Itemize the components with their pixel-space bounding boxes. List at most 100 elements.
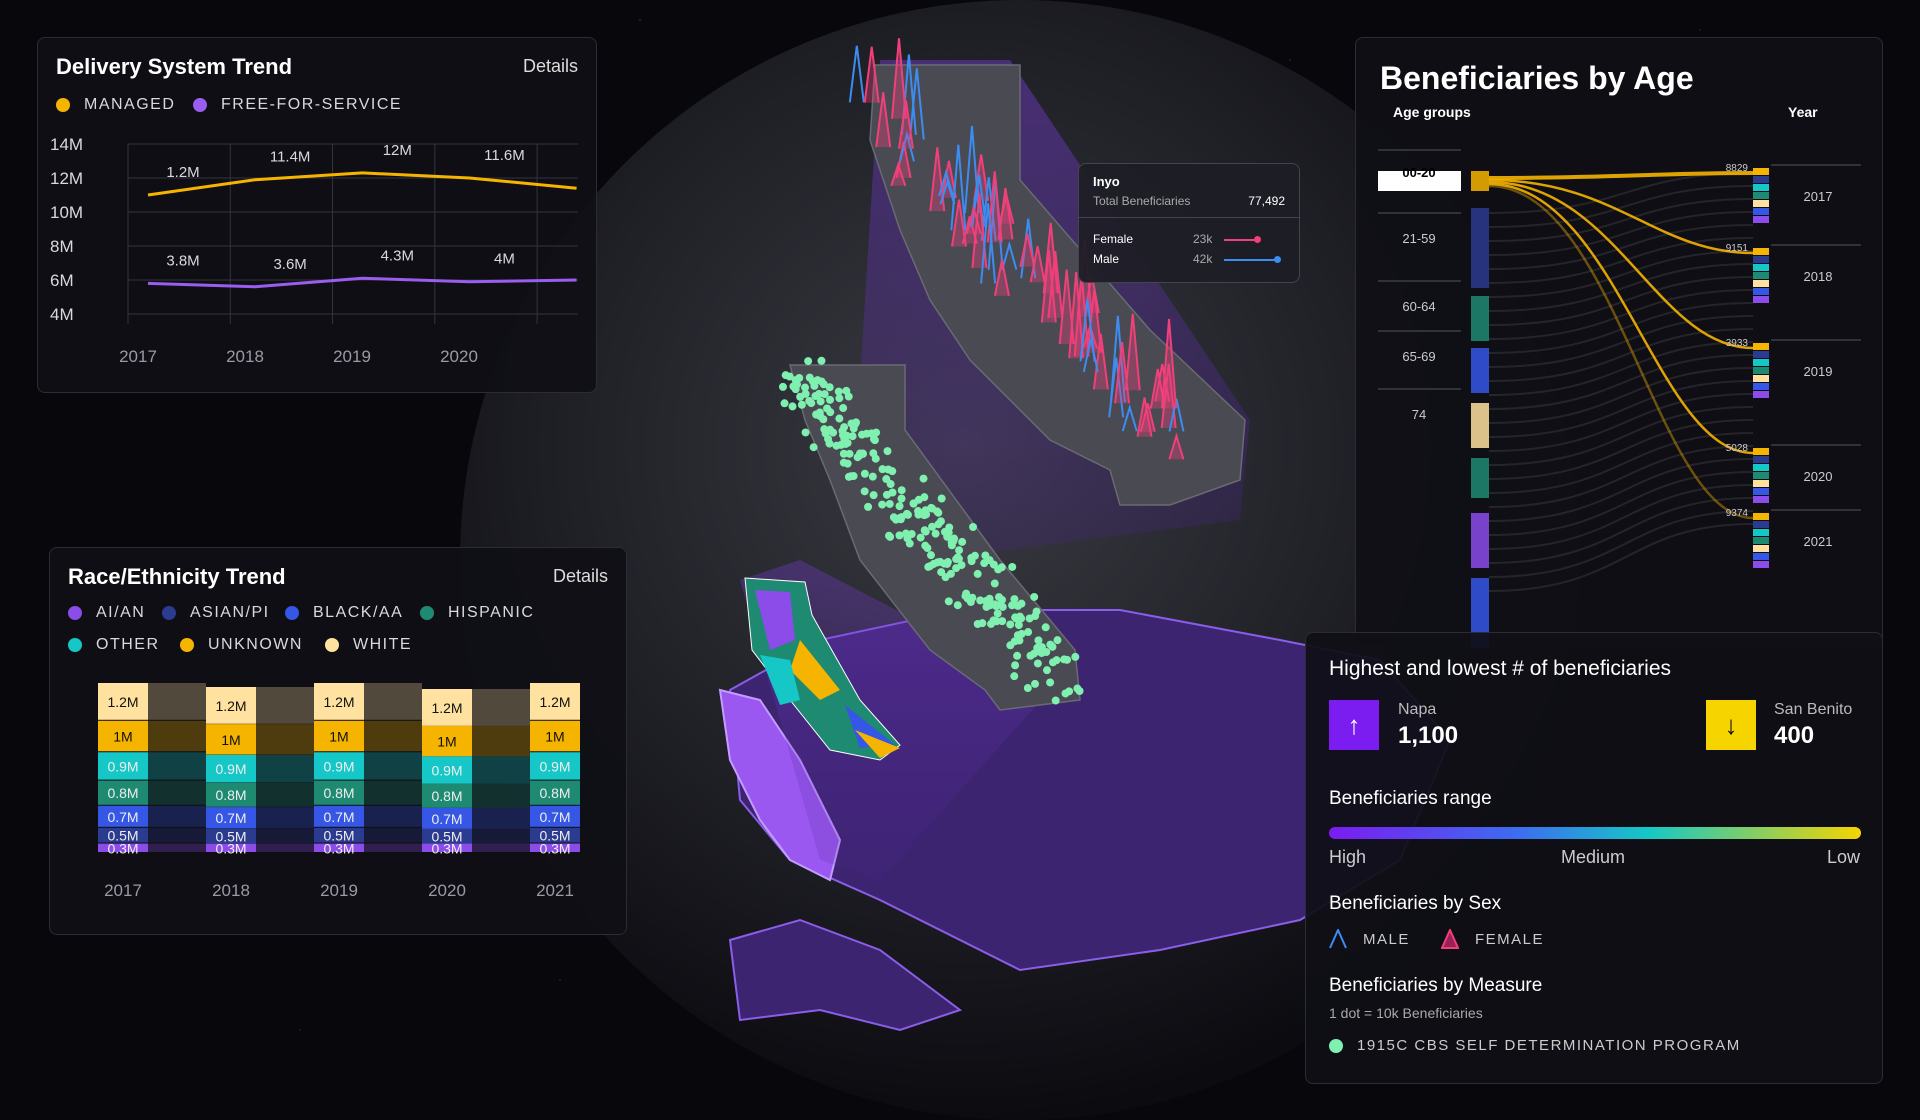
female-spike — [1092, 333, 1109, 390]
age-node[interactable] — [1471, 296, 1489, 341]
legend-blackaa[interactable]: BLACK/AA — [285, 604, 403, 622]
measure-dot — [814, 389, 823, 398]
bar-segment-other[interactable] — [530, 752, 580, 780]
age-node[interactable] — [1471, 208, 1489, 288]
age-node[interactable] — [1471, 348, 1489, 393]
bar-segment-blackaa[interactable] — [98, 805, 148, 827]
lowest-name: San Benito — [1774, 701, 1853, 718]
x-tick-label: 2017 — [119, 347, 157, 366]
measure-dot — [909, 499, 918, 508]
bar-segment-aian[interactable] — [206, 843, 256, 852]
legend-hispanic[interactable]: HISPANIC — [420, 604, 534, 622]
legend-asianpi[interactable]: ASIAN/PI — [162, 604, 270, 622]
measure-dot — [978, 619, 987, 628]
bar-segment-asianpi[interactable] — [530, 827, 580, 843]
legend-aian[interactable]: AI/AN — [68, 604, 145, 622]
legend-managed-label: MANAGED — [84, 96, 176, 113]
bar-segment-hispanic[interactable] — [422, 783, 472, 808]
flow-value-label: 3933 — [1726, 338, 1749, 349]
bar-segment-aian[interactable] — [314, 843, 364, 852]
measure-dot — [804, 357, 813, 366]
bar-segment-other[interactable] — [98, 752, 148, 780]
selected-group-box[interactable] — [1378, 171, 1461, 191]
range-label-medium: Medium — [1561, 847, 1626, 867]
highest-badge[interactable]: ↑ — [1329, 700, 1379, 750]
female-spike — [875, 92, 892, 148]
bar-segment-asianpi[interactable] — [206, 828, 256, 844]
bar-segment-other[interactable] — [314, 752, 364, 780]
bar-segment-aian[interactable] — [98, 843, 148, 852]
age-group-label[interactable]: 74 — [1412, 407, 1426, 422]
measure-dot — [841, 439, 850, 448]
bar-segment-blackaa[interactable] — [206, 807, 256, 829]
year-node-segment — [1753, 464, 1769, 471]
measure-dot — [1024, 628, 1033, 637]
legend-managed[interactable]: MANAGED — [56, 96, 175, 114]
bar-segment-unknown[interactable] — [206, 724, 256, 755]
legend-unknown[interactable]: UNKNOWN — [180, 636, 303, 654]
race-title: Race/Ethnicity Trend — [68, 564, 286, 589]
legend-measure[interactable]: 1915C CBS SELF DETERMINATION PROGRAM — [1329, 1037, 1741, 1054]
bar-segment-aian[interactable] — [422, 843, 472, 852]
measure-dot — [884, 531, 893, 540]
race-details-link[interactable]: Details — [552, 566, 608, 586]
bar-segment-other[interactable] — [422, 756, 472, 784]
bar-segment-label: 0.3M — [431, 840, 462, 856]
age-group-label[interactable]: 21-59 — [1402, 231, 1435, 246]
bar-segment-white[interactable] — [98, 683, 148, 720]
bar-segment-unknown[interactable] — [422, 725, 472, 757]
measure-dot — [857, 430, 866, 439]
bar-segment-label: 0.8M — [539, 785, 570, 801]
legend-male[interactable]: MALE — [1329, 929, 1410, 949]
delivery-details-link[interactable]: Details — [522, 56, 578, 76]
band-connector — [472, 689, 530, 726]
highlight-flow-link — [1488, 184, 1754, 520]
bar-segment-unknown[interactable] — [314, 720, 364, 752]
age-group-label[interactable]: 65-69 — [1402, 349, 1435, 364]
bar-segment-white[interactable] — [314, 683, 364, 720]
measure-dot — [1071, 652, 1080, 661]
legend-female[interactable]: FEMALE — [1441, 929, 1544, 949]
bar-segment-asianpi[interactable] — [422, 828, 472, 844]
male-spike — [1168, 398, 1185, 432]
bar-segment-hispanic[interactable] — [206, 782, 256, 807]
age-node[interactable] — [1471, 578, 1489, 648]
legend-asianpi-label: ASIAN/PI — [190, 604, 270, 621]
legend-free-for-service[interactable]: FREE-FOR-SERVICE — [193, 96, 402, 114]
legend-other[interactable]: OTHER — [68, 636, 160, 654]
bar-segment-hispanic[interactable] — [314, 780, 364, 805]
bar-segment-label: 0.5M — [107, 828, 138, 844]
bar-segment-aian[interactable] — [530, 843, 580, 852]
bar-segment-hispanic[interactable] — [98, 780, 148, 805]
age-node[interactable] — [1471, 403, 1489, 448]
measure-dot — [1075, 686, 1084, 695]
bar-segment-other[interactable] — [206, 754, 256, 783]
measure-dot — [849, 472, 858, 481]
lowest-badge[interactable]: ↓ — [1706, 700, 1756, 750]
age-group-label[interactable]: 60-64 — [1402, 299, 1435, 314]
bar-segment-white[interactable] — [206, 687, 256, 724]
measure-title: Beneficiaries by Measure — [1329, 975, 1543, 996]
bar-segment-blackaa[interactable] — [422, 807, 472, 829]
bar-segment-white[interactable] — [422, 689, 472, 726]
bar-segment-asianpi[interactable] — [314, 827, 364, 843]
bar-segment-blackaa[interactable] — [530, 805, 580, 827]
year-label: 2018 — [1804, 269, 1833, 284]
measure-dot — [801, 383, 810, 392]
measure-dot — [1051, 696, 1060, 705]
bar-segment-white[interactable] — [530, 683, 580, 720]
age-group-label[interactable]: 00-20 — [1402, 165, 1435, 180]
bar-segment-asianpi[interactable] — [98, 827, 148, 843]
age-node[interactable] — [1471, 513, 1489, 568]
age-node[interactable] — [1471, 458, 1489, 498]
measure-dot — [953, 553, 962, 562]
age-node[interactable] — [1471, 171, 1489, 191]
bar-segment-hispanic[interactable] — [530, 780, 580, 805]
male-spike — [848, 45, 865, 103]
year-node-segment — [1753, 375, 1769, 382]
bar-segment-unknown[interactable] — [530, 720, 580, 752]
bar-segment-blackaa[interactable] — [314, 805, 364, 827]
legend-white[interactable]: WHITE — [325, 636, 412, 654]
bar-segment-unknown[interactable] — [98, 720, 148, 752]
